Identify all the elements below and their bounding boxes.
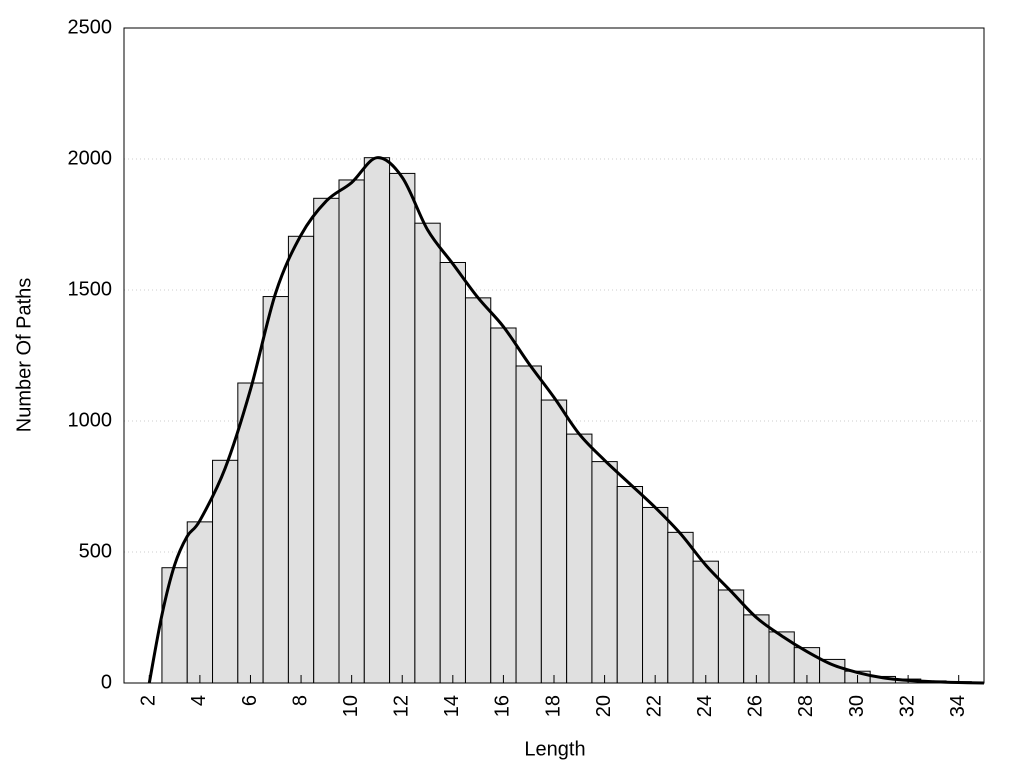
x-tick-label: 18 (542, 695, 564, 717)
y-tick-label: 0 (101, 671, 112, 693)
bar (591, 461, 618, 684)
density-curve (147, 156, 985, 685)
bar (212, 459, 239, 684)
bar (464, 297, 492, 684)
bar (363, 157, 391, 684)
x-tick-label: 22 (643, 695, 665, 717)
x-tick-label: 6 (239, 695, 261, 706)
x-tick-label: 34 (947, 695, 969, 717)
y-axis-label: Number Of Paths (13, 278, 35, 433)
bar (616, 486, 644, 684)
bar (540, 399, 568, 684)
y-tick-label: 2000 (68, 147, 113, 169)
x-tick-label: 2 (138, 695, 160, 706)
x-tick-label: 24 (694, 695, 716, 717)
bar (490, 327, 517, 684)
bar (642, 506, 669, 684)
x-tick-label: 4 (188, 695, 210, 706)
bar (313, 197, 340, 684)
bar (186, 521, 214, 684)
bar (287, 235, 315, 684)
x-tick-label: 14 (441, 695, 463, 717)
x-tick-label: 20 (593, 695, 615, 717)
x-axis-label: Length (524, 738, 585, 760)
x-tick-label: 28 (795, 695, 817, 717)
y-tick-label: 1500 (68, 278, 113, 300)
bar (819, 658, 846, 684)
x-tick-label: 30 (846, 695, 868, 717)
bar (161, 567, 188, 684)
bar (414, 222, 441, 684)
x-tick-label: 26 (745, 695, 767, 717)
x-tick-label: 12 (391, 695, 413, 717)
bar (515, 365, 542, 684)
x-tick-label: 8 (289, 695, 311, 706)
bar (768, 631, 795, 684)
x-tick-label: 16 (492, 695, 514, 717)
bar (338, 179, 365, 684)
y-tick-label: 2500 (68, 16, 113, 38)
bar (389, 172, 416, 684)
y-tick-label: 500 (79, 540, 112, 562)
x-tick-label: 10 (340, 695, 362, 717)
x-tick-label: 32 (896, 695, 918, 717)
bar (262, 296, 289, 684)
bar (237, 382, 264, 684)
bar (667, 531, 694, 684)
bar (717, 589, 745, 684)
bar (439, 261, 466, 684)
bar (566, 433, 593, 684)
y-tick-label: 1000 (68, 409, 113, 431)
bar (692, 560, 719, 684)
